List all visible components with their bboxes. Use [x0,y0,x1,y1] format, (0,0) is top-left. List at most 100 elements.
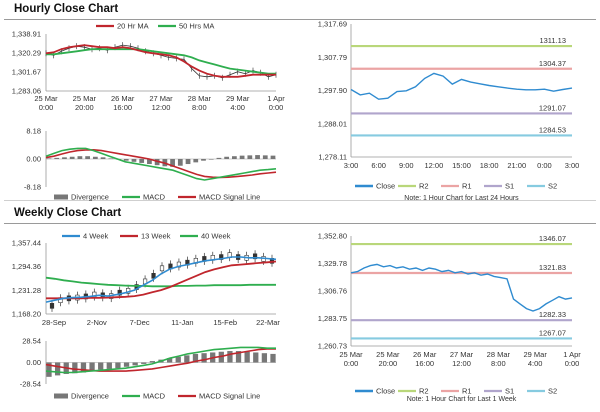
hourly-price-x-tick-date: 28 Mar [188,94,212,103]
hourly-macd-divergence-bar [270,155,276,159]
hourly-pivot-close-line [350,72,573,100]
weekly-pivot-x-tick-time: 0:00 [565,359,580,368]
weekly-13wk-ma-line [46,260,277,300]
hourly-macd-divergence-bar [177,159,183,166]
weekly-price-candle-body [159,265,165,272]
weekly-pivot-y-tick: 1,352.80 [318,232,347,241]
hourly-macd-divergence-bar [46,158,52,160]
hourly-pivot-x-tick: 15:00 [452,161,471,170]
hourly-price-line [45,44,277,79]
hourly-pivot-legend-label: R2 [419,182,429,191]
weekly-pivot-x-tick-date: 25 Mar [339,350,363,359]
weekly-pivot-x-tick-date: 29 Mar [523,350,547,359]
weekly-macd-divergence-bar [106,362,112,369]
hourly-20hr-ma-line [45,44,276,78]
weekly-pivot-legend-label: S1 [505,387,514,396]
hourly-macd-signal-line [45,148,277,179]
weekly-pivot-x-tick-date: 28 Mar [487,350,511,359]
weekly-price-candle-body [252,253,258,260]
hourly-macd-divergence-bar [193,159,199,163]
hourly-macd-divergence-bar [69,156,75,159]
weekly-price-x-tick: 7-Dec [130,318,150,327]
hourly-pivot-x-tick: 3:00 [344,161,359,170]
weekly-pivot-x-tick-date: 27 Mar [450,350,474,359]
hourly-macd-divergence-bar [216,157,222,159]
hourly-macd-divergence-bar [208,159,214,160]
hourly-pivot-x-tick: 6:00 [371,161,386,170]
hourly-macd-divergence-bar [232,156,237,159]
hourly-pivot-y-tick: 1,288.01 [318,119,347,128]
weekly-pivot-y-tick: 1,260.73 [318,342,347,351]
hourly-macd-divergence-bar [262,155,268,159]
hourly-title-rule [4,19,596,20]
weekly-macd-divergence-bar [261,353,268,363]
hourly-price-x-tick-time: 8:00 [192,103,207,112]
hourly-price-x-tick-time: 20:00 [75,103,94,112]
weekly-price-y-tick: 1,357.44 [12,239,41,248]
weekly-macd-divergence-bar [98,362,104,370]
weekly-40wk-ma-line [45,276,276,288]
hourly-pivot-y-tick: 1,278.11 [318,153,347,162]
weekly-price-candle-body [117,289,122,296]
hourly-macd-divergence-bar [100,157,106,159]
hourly-macd-divergence-bar [255,155,260,159]
weekly-price-candle-body [219,254,224,260]
hourly-pivot-level-r2-label: 1311.13 [539,36,566,45]
hourly-macd-divergence-bar [62,157,67,159]
hourly-price-x-tick-date: 25 Mar [34,94,58,103]
weekly-macd-divergence-bar [175,356,181,363]
weekly-pivot-x-tick-time: 0:00 [344,359,359,368]
weekly-macd-divergence-bar [72,362,78,374]
weekly-macd-signal-line [45,348,276,372]
hourly-price-x-tick-date: 29 Mar [226,94,250,103]
hourly-pivot-y-tick: 1,307.79 [318,53,347,62]
weekly-macd-divergence-bar [80,362,87,373]
weekly-price-candle-body [151,273,156,279]
weekly-pivot-level-r2-label: 1346.07 [539,234,566,243]
hourly-pivot-level-r1-label: 1304.37 [539,59,566,68]
weekly-macd-divergence-bar [149,361,156,363]
hourly-price-y-tick: 1,301.67 [12,68,41,77]
weekly-macd-divergence-bar [54,362,61,376]
hourly-macd-divergence-bar [224,156,230,159]
weekly-price-legend-label: 4 Week [83,232,109,241]
weekly-macd-divergence-bar [46,362,52,377]
hourly-pivot-legend-label: S1 [505,182,514,191]
weekly-macd-divergence-bar [141,362,147,364]
hourly-macd-legend-label: Divergence [71,193,109,202]
hourly-macd-divergence-bar [154,159,160,166]
hourly-pivot-y-tick: 1,297.90 [318,86,347,95]
hourly-price-legend-label: 50 Hrs MA [179,22,214,31]
weekly-pivot-x-tick-time: 16:00 [415,359,434,368]
hourly-pivot-x-tick: 0:00 [537,161,552,170]
weekly-pivot-legend-label: R1 [462,387,472,396]
hourly-pivot-x-tick: 21:00 [507,161,526,170]
weekly-pivot-level-s1-label: 1282.33 [539,310,566,319]
weekly-macd-divergence-bar [115,362,121,369]
weekly-pivot-x-tick-date: 1 Apr [563,350,581,359]
weekly-price-y-tick: 1,168.20 [12,310,41,319]
weekly-pivot-x-tick-date: 26 Mar [413,350,437,359]
hourly-pivot-legend-label: S2 [548,182,557,191]
weekly-price-candle-body [49,303,55,309]
weekly-price-y-tick: 1,294.36 [12,262,41,271]
hourly-macd-divergence-bar [185,159,191,165]
weekly-pivot-close-line [350,263,573,312]
weekly-macd-divergence-bar [184,355,190,363]
hourly-macd-y-tick: -8.18 [24,183,41,192]
hourly-macd-divergence-bar [170,159,175,167]
weekly-price-legend-label: 40 Week [201,232,231,241]
weekly-price-x-tick: 2-Nov [87,318,107,327]
weekly-macd-legend-swatch [54,393,68,399]
hourly-price-x-tick-time: 0:00 [269,103,284,112]
weekly-macd-divergence-bar [192,353,199,363]
hourly-macd-macd-line [45,147,277,181]
hourly-pivot-x-tick: 12:00 [424,161,443,170]
weekly-macd-divergence-bar [253,352,259,363]
weekly-section-title: Weekly Close Chart [14,207,122,219]
hourly-pivot-legend-label: R1 [462,182,472,191]
hourly-price-x-tick-time: 16:00 [113,103,132,112]
weekly-4wk-ma-line [45,256,277,303]
weekly-macd-macd-line [45,346,276,374]
